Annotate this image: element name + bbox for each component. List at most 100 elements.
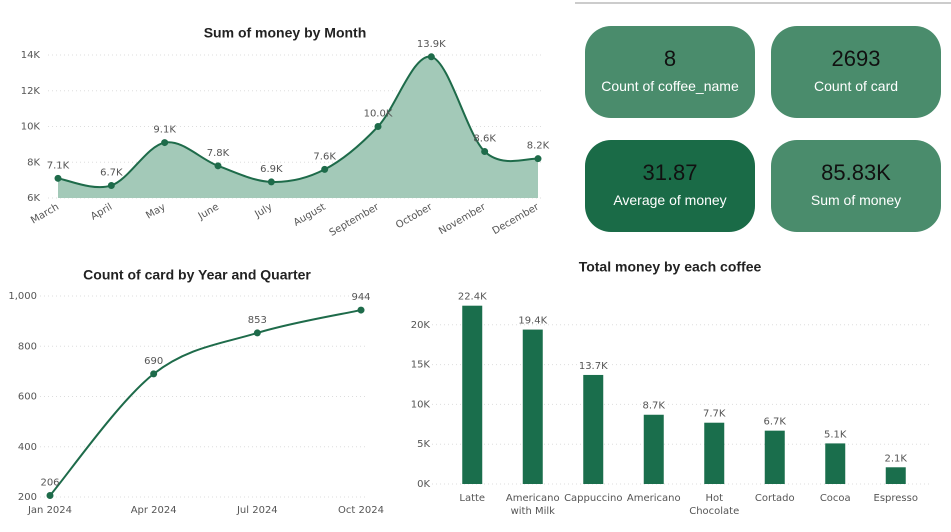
kpi-label: Sum of money: [810, 192, 902, 208]
y-tick-label: 0K: [417, 479, 430, 490]
chart-title: Count of card by Year and Quarter: [83, 267, 311, 283]
data-label: 690: [144, 356, 163, 367]
data-label: 19.4K: [518, 316, 547, 327]
kpi-label: Average of money: [613, 192, 727, 208]
y-tick-label: 20K: [411, 320, 431, 331]
kpi-card: 85.83K Sum of money: [771, 140, 941, 232]
x-tick-label: Cortado: [755, 493, 795, 504]
bar: [583, 374, 604, 484]
x-tick-label: Hot Chocolate: [689, 493, 739, 517]
data-label: 2.1K: [885, 453, 908, 464]
line: [57, 55, 539, 189]
point: [534, 155, 542, 163]
data-label: 7.8K: [207, 148, 230, 159]
point: [107, 181, 115, 189]
kpi-value: 8: [663, 46, 677, 71]
point: [214, 162, 222, 170]
x-tick-label: April: [89, 202, 114, 223]
data-label: 9.1K: [153, 125, 176, 136]
x-tick-label: March: [29, 202, 61, 227]
data-label: 8.7K: [643, 401, 666, 412]
data-label: 206: [40, 477, 59, 488]
x-tick-label: Apr 2024: [131, 505, 177, 516]
bar: [764, 430, 785, 484]
y-tick-label: 800: [18, 341, 37, 352]
y-tick-label: 1,000: [8, 291, 37, 302]
x-tick-label: May: [144, 202, 167, 222]
x-tick-label: Americano: [627, 493, 681, 504]
data-label: 13.9K: [417, 39, 446, 50]
y-tick-label: 14K: [21, 50, 41, 61]
data-label: 944: [351, 292, 370, 303]
point: [253, 329, 261, 337]
x-tick-label: Jul 2024: [236, 505, 278, 516]
data-label: 22.4K: [458, 292, 487, 303]
chart-title: Total money by each coffee: [579, 259, 762, 275]
x-tick-label: Espresso: [874, 493, 918, 504]
data-label: 13.7K: [579, 361, 608, 372]
y-tick-label: 8K: [27, 157, 40, 168]
bar: [825, 443, 846, 484]
kpi-card: 31.87 Average of money: [585, 140, 755, 232]
x-tick-label: Oct 2024: [338, 505, 384, 516]
y-tick-label: 200: [18, 492, 37, 503]
point: [267, 178, 275, 186]
x-tick-label: July: [252, 202, 274, 221]
kpi-value: 2693: [831, 46, 881, 71]
x-tick-label: Latte: [459, 493, 485, 504]
bar: [462, 305, 483, 484]
x-tick-label: October: [394, 201, 435, 231]
area: [58, 56, 538, 198]
kpi-value: 31.87: [642, 160, 698, 185]
data-label: 8.6K: [473, 134, 496, 145]
point: [161, 139, 169, 147]
x-tick-label: Cocoa: [820, 493, 851, 504]
kpi-label: Count of coffee_name: [601, 78, 739, 94]
y-tick-label: 5K: [417, 439, 430, 450]
data-label: 6.9K: [260, 164, 283, 175]
point: [150, 370, 158, 378]
x-tick-label: Jan 2024: [27, 505, 72, 516]
data-label: 6.7K: [764, 417, 787, 428]
bar: [522, 329, 543, 484]
line: [49, 309, 362, 497]
x-tick-label: June: [196, 202, 221, 223]
bar: [885, 467, 906, 484]
point: [46, 491, 54, 499]
data-label: 10.0K: [364, 109, 393, 120]
data-label: 6.7K: [100, 167, 123, 178]
bar: [643, 414, 664, 484]
point: [54, 174, 62, 182]
x-tick-label: December: [491, 201, 542, 237]
x-tick-label: November: [437, 201, 488, 237]
data-label: 7.7K: [703, 409, 726, 420]
data-label: 5.1K: [824, 429, 847, 440]
point: [357, 306, 365, 314]
kpi-label: Count of card: [813, 78, 899, 94]
y-tick-label: 10K: [21, 122, 41, 133]
y-tick-label: 400: [18, 442, 37, 453]
y-tick-label: 15K: [411, 360, 431, 371]
kpi-value: 85.83K: [821, 160, 891, 185]
data-label: 7.6K: [313, 151, 336, 162]
y-tick-label: 10K: [411, 399, 431, 410]
x-tick-label: Cappuccino: [564, 493, 622, 504]
kpi-card: 2693 Count of card: [771, 26, 941, 118]
y-tick-label: 600: [18, 392, 37, 403]
data-label: 8.2K: [527, 141, 550, 152]
x-tick-label: Americano with Milk: [506, 493, 560, 517]
point: [481, 148, 489, 156]
point: [427, 53, 435, 61]
point: [374, 123, 382, 130]
y-tick-label: 6K: [27, 193, 40, 204]
chart-title: Sum of money by Month: [204, 25, 367, 41]
x-tick-label: August: [292, 202, 328, 229]
data-label: 853: [248, 315, 267, 326]
point: [321, 165, 329, 173]
bar: [704, 422, 725, 484]
kpi-card: 8 Count of coffee_name: [585, 26, 755, 118]
x-tick-label: September: [328, 201, 382, 239]
data-label: 7.1K: [47, 160, 70, 171]
